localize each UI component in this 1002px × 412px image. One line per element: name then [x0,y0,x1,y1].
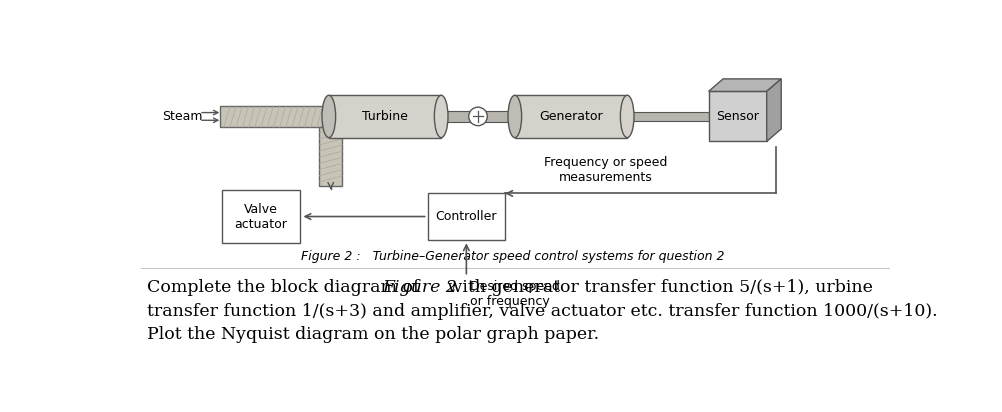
Text: Figure 2 :   Turbine–Generator speed control systems for question 2: Figure 2 : Turbine–Generator speed contr… [301,250,723,263]
Bar [427,193,505,240]
Text: Turbine: Turbine [362,110,408,123]
Text: Controller: Controller [435,210,497,223]
Bar [319,127,342,186]
Text: Generator: Generator [539,110,602,123]
Ellipse shape [434,95,448,138]
Bar [626,112,708,121]
Text: Sensor: Sensor [715,110,759,123]
Text: Figure 2: Figure 2 [383,279,457,296]
Bar [329,95,441,138]
Ellipse shape [322,95,336,138]
Text: transfer function 1/(s+3) and amplifier, valve actuator etc. transfer function 1: transfer function 1/(s+3) and amplifier,… [147,303,937,320]
Text: Desired speed
or frequency: Desired speed or frequency [470,280,559,308]
Ellipse shape [507,95,521,138]
Text: Valve
actuator: Valve actuator [234,203,288,231]
Bar [222,190,300,243]
Bar [440,111,515,122]
Polygon shape [707,79,781,91]
Text: Plot the Nyquist diagram on the polar graph paper.: Plot the Nyquist diagram on the polar gr… [147,326,598,343]
Text: Complete the block diagram of: Complete the block diagram of [147,279,425,296]
Text: Frequency or speed
measurements: Frequency or speed measurements [544,156,667,184]
Bar [514,95,626,138]
Polygon shape [766,79,781,141]
Text: with generator transfer function 5/(s+1), urbine: with generator transfer function 5/(s+1)… [441,279,872,296]
Bar [707,91,766,141]
Text: Steam: Steam [162,110,202,123]
Ellipse shape [620,95,633,138]
Circle shape [468,107,487,126]
Bar [219,105,333,127]
